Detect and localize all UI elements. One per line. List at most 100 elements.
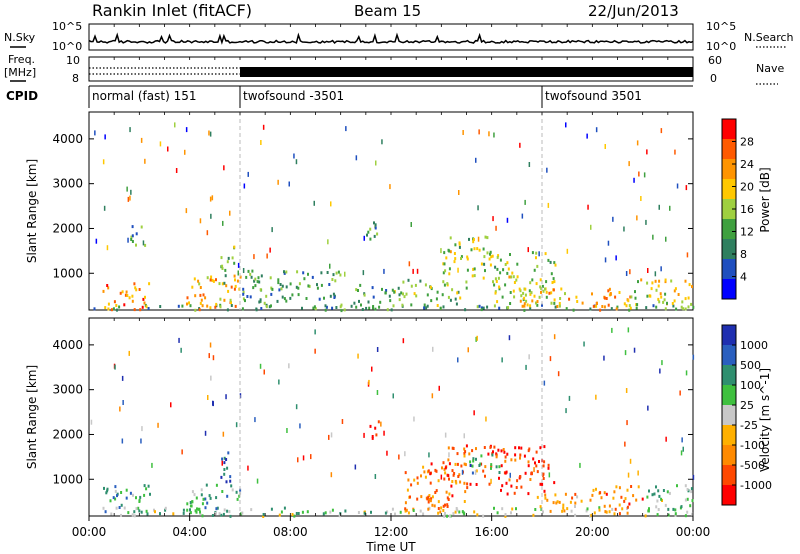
echo-cell (221, 264, 224, 268)
echo-cell (219, 305, 222, 309)
echo-cell (391, 288, 394, 292)
echo-cell (499, 271, 502, 275)
echo-cell (125, 488, 128, 492)
echo-cell (492, 280, 494, 284)
echo-cell (281, 284, 284, 288)
echo-cell (233, 261, 236, 265)
echo-cell (254, 417, 256, 423)
echo-cell (535, 282, 538, 286)
echo-cell (345, 126, 347, 132)
echo-cell (655, 288, 658, 292)
echo-cell (449, 298, 452, 302)
echo-cell (688, 283, 691, 287)
echo-cell (454, 243, 457, 247)
echo-cell (518, 287, 521, 291)
echo-cell (534, 461, 536, 465)
echo-cell (449, 250, 452, 254)
echo-cell (558, 302, 561, 305)
echo-cell (674, 508, 677, 512)
echo-cell (201, 304, 204, 308)
echo-cell (277, 281, 280, 285)
echo-cell (363, 432, 365, 438)
echo-cell (112, 496, 115, 500)
echo-cell (297, 457, 299, 463)
echo-cell (540, 508, 543, 511)
echo-cell (211, 278, 214, 282)
echo-cell (539, 278, 542, 282)
echo-cell (502, 448, 505, 451)
echo-cell (658, 494, 661, 498)
echo-cell (565, 307, 568, 311)
echo-cell (410, 483, 413, 487)
echo-cell (381, 287, 383, 291)
echo-cell (463, 481, 466, 485)
echo-cell (604, 257, 607, 263)
echo-cell (359, 283, 362, 287)
echo-cell (458, 190, 460, 195)
echo-cell (489, 252, 491, 256)
power-panel: 1000 2000 3000 4000 Slant Range [km] 4 8 12 16… (25, 111, 772, 313)
echo-cell (615, 255, 617, 261)
colorbar-tick-label: 100 (740, 379, 761, 392)
colorbar-tick-label: 28 (740, 136, 754, 149)
echo-cell (230, 301, 232, 305)
echo-cell (525, 299, 528, 303)
echo-cell (429, 285, 432, 289)
echo-cell (590, 224, 592, 230)
echo-cell (206, 501, 209, 505)
echo-cell (442, 280, 445, 284)
echo-cell (180, 347, 182, 353)
echo-cell (576, 495, 579, 499)
echo-cell (613, 490, 616, 494)
echo-cell (651, 281, 654, 285)
echo-cell (343, 308, 346, 312)
echo-cell (626, 420, 628, 426)
echo-cell (295, 285, 298, 289)
echo-cell (132, 493, 134, 497)
echo-cell (445, 490, 448, 494)
echo-cell (507, 306, 510, 310)
echo-cell (131, 234, 134, 238)
echo-cell (260, 140, 262, 145)
echo-cell (681, 437, 683, 443)
echo-cell (636, 303, 639, 307)
velocity-colorbar: 1000 500 100 25 -25 -100 -500 -1000 (721, 324, 772, 506)
echo-cell (236, 279, 239, 283)
echo-cell (344, 509, 347, 513)
echo-cell (682, 446, 684, 452)
echo-cell (328, 434, 330, 440)
echo-cell (523, 302, 526, 306)
echo-cell (664, 307, 667, 311)
echo-cell (458, 510, 461, 514)
echo-cell (664, 278, 667, 282)
echo-cell (536, 470, 539, 474)
echo-cell (457, 290, 460, 294)
echo-cell (102, 159, 105, 165)
colorbar-tick-label: 500 (740, 359, 761, 372)
echo-cell (666, 490, 669, 494)
echo-cell (686, 252, 689, 258)
echo-cell (482, 469, 485, 473)
echo-cell (404, 501, 407, 505)
echo-cell (330, 201, 332, 207)
echo-cell (140, 438, 142, 444)
echo-cell (412, 268, 414, 274)
echo-cell (209, 496, 212, 500)
echo-cell (240, 512, 243, 516)
echo-cell (223, 298, 226, 302)
echo-cell (486, 305, 489, 309)
echo-cell (225, 394, 227, 400)
echo-cell (220, 256, 223, 260)
echo-cell (449, 236, 452, 240)
echo-cell (399, 510, 402, 514)
echo-cell (237, 270, 239, 276)
colorbar-tick-label: 16 (740, 203, 754, 216)
echo-cell (209, 306, 212, 310)
echo-cell (580, 499, 583, 503)
echo-cell (389, 299, 392, 303)
echo-cell (306, 510, 309, 514)
echo-cell (447, 446, 450, 450)
echo-cell (583, 341, 585, 347)
echo-cell (451, 469, 454, 473)
echo-cell (430, 299, 433, 303)
